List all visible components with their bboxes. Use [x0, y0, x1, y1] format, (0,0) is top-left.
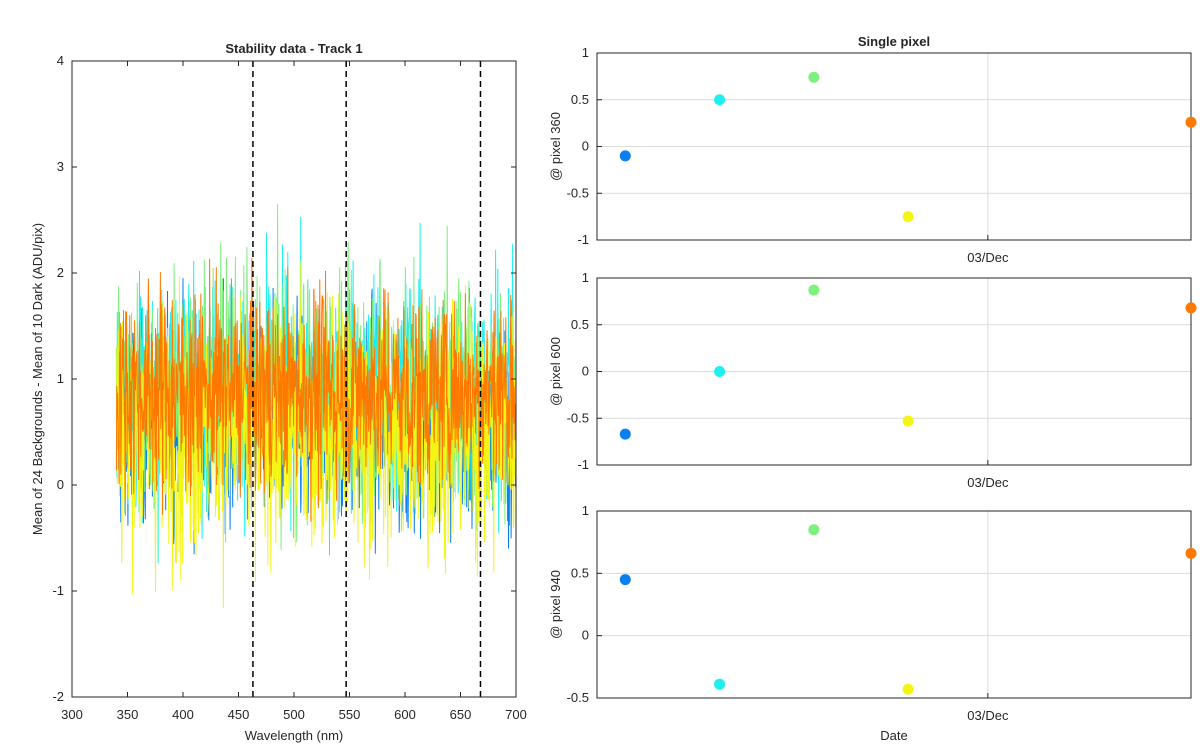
r1-point-3 [808, 71, 820, 83]
r3-point-3 [808, 524, 820, 536]
r3-grid [597, 510, 1191, 699]
r2-y-tick-label: -1 [577, 457, 589, 472]
r3-y-axis-label: @ pixel 940 [548, 570, 563, 639]
r1-y-axis-label: @ pixel 360 [548, 112, 563, 181]
r2-y-tick-label: 0.5 [571, 317, 589, 332]
left-series-line-5 [115, 258, 517, 522]
left-x-tick-label: 550 [339, 707, 361, 722]
r3-y-tick-label: 0.5 [571, 565, 589, 580]
r1-point-1 [619, 150, 631, 162]
left-y-tick-label: 2 [57, 265, 64, 280]
left-x-tick-label: 600 [394, 707, 416, 722]
r2-point-5 [1185, 302, 1197, 314]
r2-y-axis-label: @ pixel 600 [548, 337, 563, 406]
r2-x-tick-label: 03/Dec [967, 475, 1009, 490]
r2-point-1 [619, 428, 631, 440]
r1-y-tick-label: 0.5 [571, 92, 589, 107]
r3-point-4 [902, 683, 914, 695]
left-y-axis-label: Mean of 24 Backgrounds - Mean of 10 Dark… [30, 223, 45, 535]
right-chart-title: Single pixel [858, 34, 930, 49]
r2-point-3 [808, 284, 820, 296]
r1-point-4 [902, 211, 914, 223]
left-x-tick-label: 700 [505, 707, 527, 722]
r3-point-5 [1185, 547, 1197, 559]
r2-points [619, 284, 1197, 440]
r1-point-5 [1185, 116, 1197, 128]
left-vlines-group [252, 61, 482, 697]
r3-points [619, 524, 1197, 695]
r2-grid [597, 277, 1191, 466]
r1-y-tick-label: 1 [582, 45, 589, 60]
left-y-tick-label: -2 [52, 689, 64, 704]
r1-y-tick-label: -1 [577, 232, 589, 247]
r1-grid [597, 52, 1191, 241]
r3-y-tick-label: -0.5 [567, 690, 589, 705]
single-pixel-chart-600: -1 -0.5 0 0.5 1 03/Dec @ pixel 600 [548, 270, 1197, 490]
wavelength-chart: Stability data - Track 1 300 350 400 450 500… [30, 41, 527, 743]
left-x-ticks: 300 350 400 450 500 550 600 650 700 [61, 61, 527, 722]
r3-point-1 [619, 574, 631, 586]
left-x-tick-label: 650 [450, 707, 472, 722]
r3-point-2 [714, 678, 726, 690]
left-y-tick-label: -1 [52, 583, 64, 598]
r2-ticks: -1 -0.5 0 0.5 1 03/Dec [567, 270, 1009, 490]
single-pixel-chart-360: Single pixel -1 -0.5 0 0.5 1 03/Dec @ pixel 3… [548, 34, 1197, 265]
r1-points [619, 71, 1197, 223]
single-pixel-chart-940: -0.5 0 0.5 1 03/Dec @ pixel 940 Date [548, 503, 1197, 743]
left-y-tick-label: 4 [57, 53, 64, 68]
left-x-tick-label: 400 [172, 707, 194, 722]
r3-y-tick-label: 1 [582, 503, 589, 518]
left-y-tick-label: 0 [57, 477, 64, 492]
left-x-tick-label: 500 [283, 707, 305, 722]
left-y-tick-label: 1 [57, 371, 64, 386]
r2-y-tick-label: 1 [582, 270, 589, 285]
r1-y-tick-label: 0 [582, 139, 589, 154]
r3-plot-frame [596, 510, 1192, 699]
r3-ticks: -0.5 0 0.5 1 03/Dec [567, 503, 1009, 723]
left-y-tick-label: 3 [57, 159, 64, 174]
left-x-tick-label: 450 [228, 707, 250, 722]
r2-point-2 [714, 366, 726, 377]
r1-y-tick-label: -0.5 [567, 185, 589, 200]
r1-ticks: -1 -0.5 0 0.5 1 03/Dec [567, 45, 1009, 265]
left-x-tick-label: 350 [117, 707, 139, 722]
r3-x-axis-label: Date [880, 728, 907, 743]
r2-y-tick-label: 0 [582, 364, 589, 379]
left-chart-title: Stability data - Track 1 [225, 41, 362, 56]
left-y-ticks: -2 -1 0 1 2 3 4 [52, 53, 516, 704]
r2-point-4 [902, 415, 914, 427]
r2-y-tick-label: -0.5 [567, 410, 589, 425]
left-x-axis-label: Wavelength (nm) [245, 728, 344, 743]
r3-y-tick-label: 0 [582, 628, 589, 643]
r1-point-2 [714, 94, 726, 106]
r1-x-tick-label: 03/Dec [967, 250, 1009, 265]
left-series-group [115, 204, 517, 609]
r3-x-tick-label: 03/Dec [967, 708, 1009, 723]
left-x-tick-label: 300 [61, 707, 83, 722]
